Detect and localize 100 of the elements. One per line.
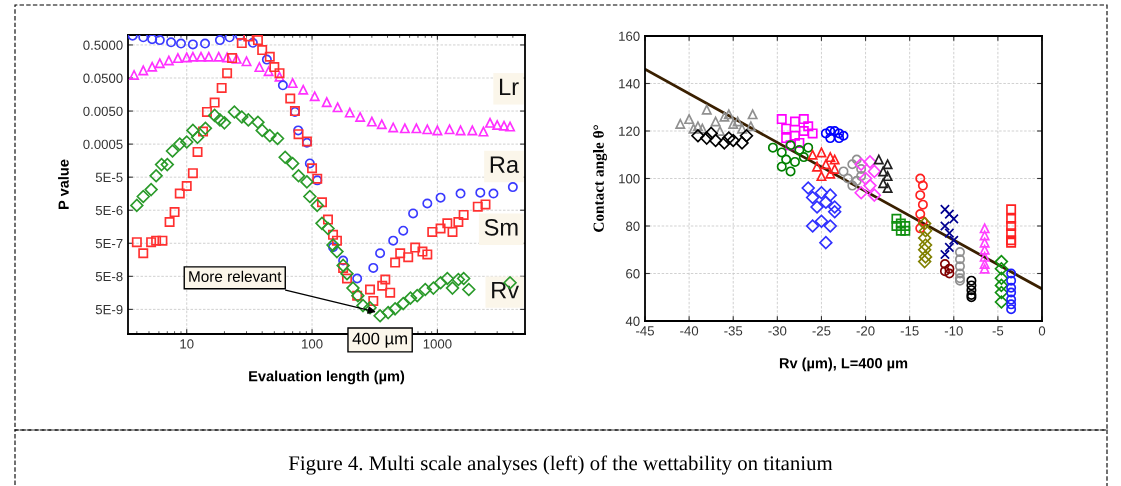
point xyxy=(1006,213,1017,224)
y-tick-label: 40 xyxy=(625,316,640,326)
point xyxy=(814,214,829,228)
point xyxy=(851,154,862,165)
x-axis-title: Rv (µm), L=400 µm xyxy=(779,357,908,372)
point xyxy=(728,118,739,129)
point xyxy=(954,254,965,265)
x-axis-title: Evaluation length (µm) xyxy=(249,370,405,385)
point xyxy=(803,142,814,153)
point xyxy=(979,258,990,270)
point xyxy=(873,154,884,165)
point xyxy=(1006,275,1017,286)
point xyxy=(739,129,754,143)
point xyxy=(858,171,873,186)
point xyxy=(807,149,818,160)
point xyxy=(827,205,842,219)
point xyxy=(726,133,740,148)
point xyxy=(1006,228,1017,239)
y-tick-label: 0.0005 xyxy=(83,139,123,150)
point xyxy=(710,116,721,127)
point xyxy=(954,268,965,279)
point xyxy=(891,220,902,232)
point xyxy=(820,159,831,170)
point xyxy=(814,186,829,200)
point xyxy=(819,235,833,250)
point xyxy=(918,238,933,252)
point xyxy=(704,126,718,141)
y-tick-label: 5E-9 xyxy=(95,304,123,315)
point xyxy=(917,199,928,210)
point xyxy=(915,223,926,234)
point xyxy=(785,166,796,177)
point xyxy=(829,154,840,165)
point xyxy=(767,142,778,153)
point xyxy=(781,133,792,144)
point xyxy=(719,111,730,122)
point xyxy=(994,271,1009,285)
annotation: More relevant xyxy=(189,270,282,282)
x-tick-label: -40 xyxy=(680,326,699,336)
x-tick-label: -5 xyxy=(992,326,1004,336)
point xyxy=(810,200,824,214)
point xyxy=(834,128,845,139)
y-tick-label: 5E-5 xyxy=(95,172,123,183)
point xyxy=(917,231,932,245)
point xyxy=(856,171,867,182)
point xyxy=(863,178,877,193)
point xyxy=(816,147,827,158)
point xyxy=(735,136,749,150)
y-tick-label: 0.5000 xyxy=(83,40,123,50)
point xyxy=(688,123,699,134)
point xyxy=(915,173,926,184)
series-label: Lr xyxy=(499,78,519,95)
point xyxy=(794,137,805,148)
point xyxy=(847,180,858,191)
point xyxy=(838,130,849,141)
point xyxy=(812,161,823,172)
point xyxy=(895,225,906,236)
point xyxy=(825,133,836,144)
point xyxy=(1006,299,1017,310)
point xyxy=(939,220,950,232)
point xyxy=(979,263,990,274)
point xyxy=(867,164,882,179)
point xyxy=(825,168,836,179)
x-tick-label: -35 xyxy=(724,326,743,336)
x-tick-label: -20 xyxy=(856,326,875,336)
point xyxy=(939,204,950,215)
point xyxy=(939,249,950,260)
point xyxy=(994,295,1009,309)
point xyxy=(882,159,893,170)
series-label: Ra xyxy=(490,156,520,173)
point xyxy=(805,219,820,233)
x-tick-label: 100 xyxy=(302,339,323,349)
point xyxy=(722,131,736,145)
point xyxy=(714,125,725,137)
point xyxy=(776,161,787,172)
point xyxy=(917,180,928,191)
y-tick-label: 5E-6 xyxy=(95,205,123,216)
point xyxy=(918,250,933,264)
x-tick-label: -45 xyxy=(636,326,654,336)
point xyxy=(701,104,712,115)
point xyxy=(915,190,926,201)
y-tick-label: 80 xyxy=(626,221,640,231)
point xyxy=(801,181,815,195)
point xyxy=(807,128,818,139)
point xyxy=(863,155,877,169)
point xyxy=(789,116,800,127)
point xyxy=(675,118,686,129)
x-tick-label: -25 xyxy=(812,326,831,336)
point xyxy=(944,209,955,220)
point xyxy=(954,261,965,272)
point xyxy=(819,195,833,209)
point xyxy=(781,123,792,134)
point xyxy=(823,188,837,202)
point xyxy=(878,166,889,177)
y-tick-label: 120 xyxy=(619,126,640,136)
point xyxy=(823,219,837,233)
point xyxy=(979,223,990,234)
point xyxy=(697,123,708,134)
point xyxy=(966,280,977,291)
point xyxy=(776,114,787,125)
point xyxy=(994,254,1009,269)
